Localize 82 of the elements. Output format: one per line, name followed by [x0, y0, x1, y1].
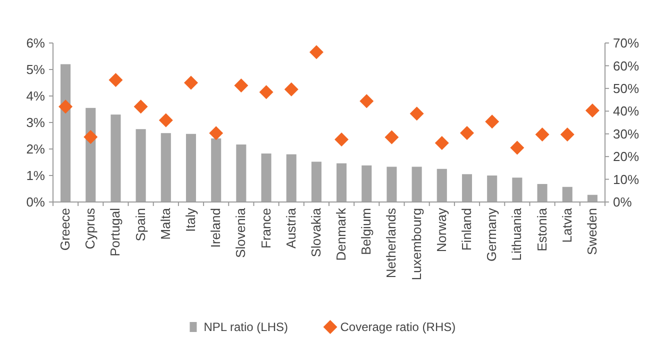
y2-tick-label: 30%: [613, 126, 640, 142]
x-tick-label: Netherlands: [384, 208, 399, 278]
y2-tick-label: 60%: [613, 58, 640, 74]
point: [209, 126, 224, 140]
x-tick-label: Ireland: [208, 208, 224, 248]
point: [108, 73, 123, 88]
bar: [311, 162, 322, 202]
bar: [136, 129, 146, 202]
x-tick-label: France: [258, 208, 274, 248]
legend-label: Coverage ratio (RHS): [340, 320, 456, 334]
bar: [587, 194, 598, 202]
x-tick-label: Denmark: [334, 208, 349, 261]
y-tick-label: 4%: [26, 88, 46, 104]
bar: [487, 176, 498, 202]
x-tick-label: Norway: [434, 208, 449, 252]
x-tick-label: Belgium: [358, 208, 374, 255]
point: [284, 82, 298, 96]
point: [360, 94, 374, 108]
x-tick-label: Portugal: [108, 208, 123, 256]
point: [134, 100, 148, 114]
x-tick-label: Finland: [459, 208, 474, 251]
bar: [562, 186, 572, 202]
point: [259, 85, 274, 100]
point: [410, 106, 424, 121]
point: [334, 132, 349, 147]
point: [485, 114, 500, 129]
y-tick-label: 5%: [26, 62, 46, 78]
bar: [436, 168, 447, 202]
point: [234, 78, 248, 92]
y-tick-label: 1%: [26, 168, 46, 184]
x-tick-label: Luxembourg: [408, 208, 424, 280]
bar: [362, 165, 372, 202]
bar: [110, 114, 121, 202]
bar: [211, 138, 222, 202]
x-tick-label: Sweden: [584, 208, 600, 255]
y2-tick-label: 40%: [613, 104, 640, 119]
point: [560, 128, 574, 142]
x-tick-label: Spain: [132, 208, 148, 242]
point: [535, 128, 550, 142]
x-tick-label: Latvia: [559, 207, 574, 243]
y-tick-label: 6%: [26, 36, 46, 51]
y-tick-label: 3%: [26, 115, 46, 130]
point: [510, 140, 524, 155]
bar: [186, 134, 196, 202]
bar: [336, 163, 347, 202]
bar: [412, 166, 422, 202]
y2-tick-label: 70%: [613, 36, 640, 51]
point: [58, 100, 73, 114]
x-tick-label: Slovenia: [233, 207, 248, 258]
y2-tick-label: 0%: [613, 194, 632, 210]
y2-tick-label: 50%: [613, 80, 640, 96]
point: [384, 130, 399, 144]
x-tick-label: Malta: [158, 207, 173, 240]
point: [309, 45, 324, 60]
point: [585, 103, 600, 118]
y-tick-label: 2%: [26, 142, 46, 157]
bar: [537, 184, 548, 202]
bar: [261, 154, 272, 202]
point: [460, 126, 474, 140]
point: [434, 136, 449, 150]
bar: [386, 166, 397, 202]
point: [158, 113, 173, 128]
bar: [286, 154, 296, 202]
bar: [60, 64, 71, 202]
x-tick-label: Slovakia: [308, 207, 324, 258]
point: [184, 76, 198, 90]
x-tick-label: Estonia: [534, 207, 550, 252]
bar: [160, 133, 171, 202]
x-tick-label: Greece: [58, 208, 73, 251]
x-tick-label: Italy: [183, 208, 198, 232]
x-tick-label: Cyprus: [82, 208, 98, 250]
point: [84, 130, 98, 144]
bar: [236, 144, 246, 202]
x-tick-label: Lithuania: [509, 207, 524, 261]
x-tick-label: Germany: [484, 208, 500, 262]
legend-label: NPL ratio (LHS): [204, 320, 288, 334]
y2-tick-label: 10%: [613, 172, 640, 187]
bar: [462, 174, 472, 202]
bar: [512, 178, 522, 202]
x-tick-label: Austria: [283, 207, 298, 248]
y-tick-label: 0%: [26, 194, 46, 210]
y2-tick-label: 20%: [613, 149, 640, 164]
